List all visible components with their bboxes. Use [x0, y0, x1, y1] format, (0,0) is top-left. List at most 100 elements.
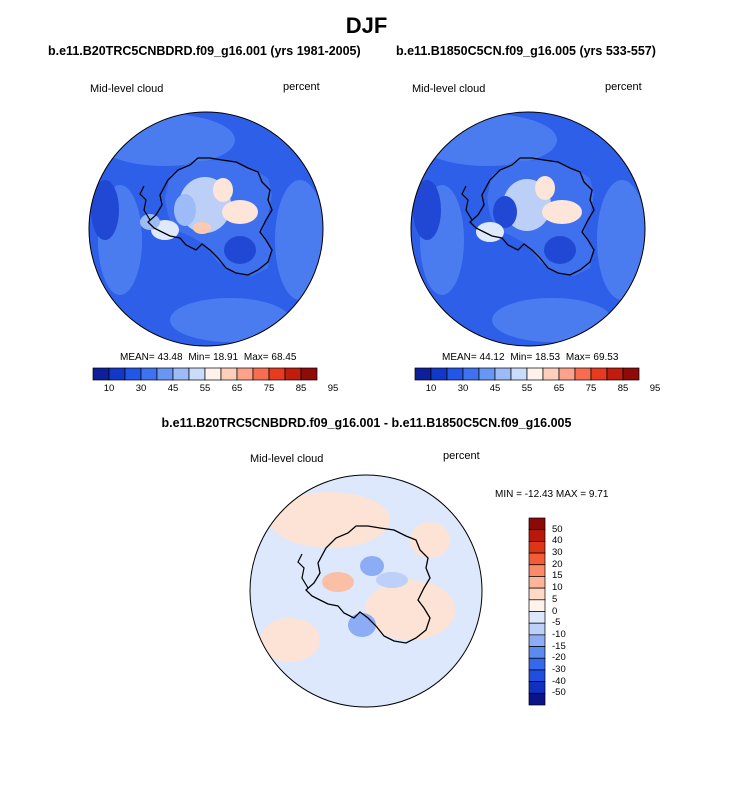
- panel-3-minmax: MIN = -12.43 MAX = 9.71: [495, 489, 609, 500]
- colorbar-2-swatch: [558, 367, 576, 381]
- map-3-peninsula: [297, 553, 309, 589]
- panel-2-mean: 44.12: [479, 352, 505, 363]
- colorbar-3-swatch: [528, 681, 546, 694]
- colorbar-3-tick-label: 30: [552, 547, 563, 559]
- colorbar-3-tick-label: -5: [552, 617, 561, 629]
- map-3-coastline: [305, 525, 431, 644]
- map-3-field-patch: [376, 572, 408, 588]
- map-1-field-patch: [170, 298, 290, 342]
- colorbar-3-swatch: [528, 552, 546, 566]
- map-1-field-patch: [193, 222, 211, 234]
- panel-1-max: 68.45: [271, 352, 297, 363]
- map-2-boundary: [410, 111, 646, 347]
- colorbar-1-swatch: [188, 367, 206, 381]
- colorbar-3-swatch: [528, 541, 546, 554]
- colorbar-3-swatch: [528, 669, 546, 682]
- panel-1-min-label: Min=: [188, 352, 211, 363]
- colorbar-3-swatch: [528, 611, 546, 624]
- colorbar-3-swatch: [528, 587, 546, 601]
- panel-1-mean-label: MEAN=: [120, 352, 155, 363]
- panel-1-title: b.e11.B20TRC5CNBDRD.f09_g16.001 (yrs 198…: [48, 44, 361, 58]
- panel-1-mean: 43.48: [157, 352, 183, 363]
- colorbar-3-tick-label: -15: [552, 640, 566, 652]
- colorbar-1-tick-label: 10: [103, 383, 115, 394]
- colorbar-2-swatch: [574, 367, 592, 381]
- map-2-field-patch: [493, 196, 517, 228]
- colorbar-1-swatch: [204, 367, 222, 381]
- map-1-field-patch: [140, 214, 160, 230]
- panel-1-max-label: Max=: [243, 352, 269, 363]
- colorbar-2-swatch: [478, 367, 496, 381]
- colorbar-3-tick-label: -50: [552, 687, 566, 699]
- panel-2-min-label: Min=: [510, 352, 533, 363]
- colorbar-2-swatch: [622, 367, 640, 381]
- map-2-coastline: [469, 157, 595, 276]
- map-2-field-patch: [492, 298, 612, 342]
- colorbar-2-swatch: [446, 367, 464, 381]
- panel-2-mean-label: MEAN=: [442, 352, 477, 363]
- colorbar-1-swatch: [236, 367, 254, 381]
- colorbar-2: [414, 367, 640, 381]
- panel-2-units-label: percent: [605, 81, 642, 93]
- map-2-field-patch: [542, 200, 582, 224]
- colorbar-3-swatch: [528, 529, 546, 542]
- map-2-field-patch: [535, 176, 555, 200]
- map-2-field-patch: [544, 236, 576, 264]
- map-1-field-patch: [222, 200, 258, 224]
- colorbar-2-tick-label: 30: [457, 383, 469, 394]
- panel-1-stats: MEAN= 43.48 Min= 18.91 Max= 68.45: [120, 352, 296, 363]
- colorbar-2-swatch: [462, 367, 480, 381]
- colorbar-1-tick-label: 75: [263, 383, 275, 394]
- map-2-field-patch: [413, 180, 441, 240]
- colorbar-3-swatch: [528, 692, 546, 706]
- map-2-field-patch: [476, 222, 504, 242]
- colorbar-2-swatch: [542, 367, 560, 381]
- colorbar-3-tick-label: -20: [552, 652, 566, 664]
- colorbar-3-swatch: [528, 517, 546, 531]
- colorbar-2-tick-label: 85: [617, 383, 629, 394]
- panel-2-stats: MEAN= 44.12 Min= 18.53 Max= 69.53: [442, 352, 618, 363]
- colorbar-3: [528, 517, 546, 706]
- colorbar-1-swatch: [140, 367, 158, 381]
- colorbar-2-tick-label: 95: [649, 383, 661, 394]
- colorbar-3-swatch: [528, 646, 546, 659]
- panel-1-units-label: percent: [283, 81, 320, 93]
- colorbar-3-tick-label: 50: [552, 523, 563, 535]
- map-1-boundary: [88, 111, 324, 347]
- colorbar-1-swatch: [220, 367, 238, 381]
- colorbar-2-swatch: [414, 367, 432, 381]
- colorbar-2-swatch: [526, 367, 544, 381]
- colorbar-2-tick-label: 45: [489, 383, 501, 394]
- panel-3-units-label: percent: [443, 450, 480, 462]
- colorbar-3-swatch: [528, 576, 546, 589]
- map-1-field-patch: [224, 236, 256, 264]
- colorbar-3-swatch: [528, 657, 546, 671]
- map-1-field-patch: [275, 180, 323, 300]
- colorbar-1-swatch: [268, 367, 286, 381]
- map-3-field-patch: [260, 618, 320, 662]
- colorbar-1-swatch: [92, 367, 110, 381]
- panel-1-variable-label: Mid-level cloud: [90, 83, 164, 95]
- colorbar-1: [92, 367, 318, 381]
- colorbar-1-swatch: [124, 367, 142, 381]
- map-3-field-patch: [322, 572, 354, 592]
- colorbar-3-tick-label: 0: [552, 605, 558, 617]
- map-1-field-patch: [174, 194, 196, 226]
- colorbar-3-tick-label: -10: [552, 628, 566, 640]
- colorbar-1-swatch: [300, 367, 318, 381]
- map-3-field-patch: [270, 492, 390, 548]
- colorbar-3-swatch: [528, 622, 546, 636]
- map-2-peninsula: [461, 185, 473, 221]
- map-3-field-patch: [365, 580, 455, 640]
- colorbar-2-swatch: [606, 367, 624, 381]
- colorbar-1-tick-label: 95: [327, 383, 339, 394]
- colorbar-1-swatch: [172, 367, 190, 381]
- map-1-coastline: [147, 157, 273, 276]
- panel-2-max-label: Max=: [565, 352, 591, 363]
- colorbar-3-tick-label: -30: [552, 663, 566, 675]
- colorbar-3-swatch: [528, 634, 546, 647]
- panel-2-title: b.e11.B1850C5CN.f09_g16.005 (yrs 533-557…: [396, 44, 656, 58]
- colorbar-3-swatch: [528, 599, 546, 612]
- colorbar-1-tick-label: 30: [135, 383, 147, 394]
